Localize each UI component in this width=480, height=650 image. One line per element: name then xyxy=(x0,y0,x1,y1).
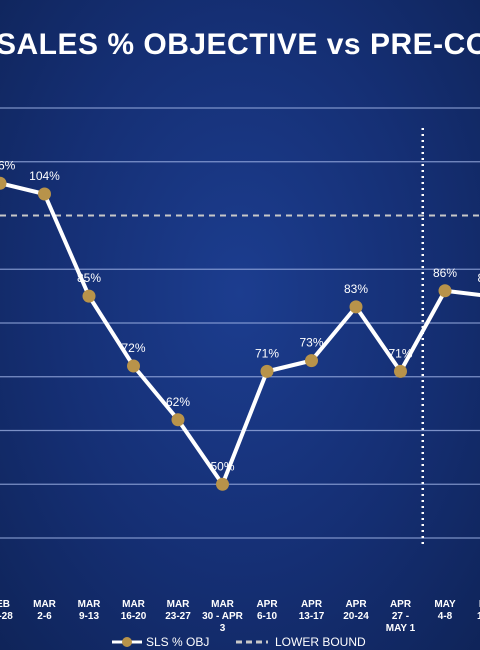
x-tick-label: APR 6-10 xyxy=(256,599,278,622)
data-point xyxy=(38,187,51,201)
x-tick-label: APR 13-17 xyxy=(299,599,325,622)
data-label: 85% xyxy=(77,271,101,285)
data-point xyxy=(438,284,452,298)
x-tick-label: MAR 16-20 xyxy=(121,599,147,622)
data-point xyxy=(394,364,407,378)
data-label: 71% xyxy=(388,346,412,360)
data-label: 104% xyxy=(29,169,60,183)
x-tick-label: FEB24-28 xyxy=(0,599,13,622)
data-point xyxy=(82,289,96,303)
data-point xyxy=(349,300,363,314)
legend: SLS % OBJ LOWER BOUND xyxy=(112,635,366,649)
data-point xyxy=(171,413,185,427)
x-tick-label: MAY 4-8 xyxy=(434,599,456,622)
x-tick-label: APR 20-24 xyxy=(343,599,369,622)
legend-marker-sls-obj xyxy=(122,637,132,647)
data-label: 73% xyxy=(299,336,323,350)
series-line-layer xyxy=(0,181,480,487)
series-line-sls-obj xyxy=(0,181,480,487)
data-point xyxy=(127,359,140,373)
data-point xyxy=(305,354,318,368)
data-label: 62% xyxy=(166,395,190,409)
x-tick-label: MAR 9-13 xyxy=(78,599,102,622)
data-label: 85% xyxy=(477,271,480,285)
chart-title: SALES % OBJECTIVE vs PRE-CO xyxy=(0,28,480,61)
data-label: 106% xyxy=(0,158,16,172)
data-point xyxy=(0,176,7,190)
gridlines xyxy=(0,107,480,539)
x-tick-label: MAR 23-27 xyxy=(165,599,191,622)
data-label-layer: 106% 104% 85% 72% 62% 50% 71% 73% 83% 71% 86% 85% xyxy=(0,158,480,473)
data-point xyxy=(260,364,274,378)
x-tick-label: APR 27 -MAY 1 xyxy=(386,599,416,634)
legend-label-lower-bound: LOWER BOUND xyxy=(275,635,366,649)
data-point xyxy=(216,477,229,491)
data-label: 72% xyxy=(121,341,145,355)
x-tick-label: MAR 30 - APR 3 xyxy=(202,599,244,634)
legend-label-sls-obj: SLS % OBJ xyxy=(146,635,209,649)
x-tick-label: MAY11-15 xyxy=(477,599,480,622)
data-label: 83% xyxy=(344,282,368,296)
data-label: 86% xyxy=(433,266,457,280)
x-tick-label: MAR 2-6 xyxy=(33,599,57,622)
data-label: 71% xyxy=(255,346,279,360)
data-label: 50% xyxy=(210,459,234,473)
data-point-layer xyxy=(0,176,452,491)
